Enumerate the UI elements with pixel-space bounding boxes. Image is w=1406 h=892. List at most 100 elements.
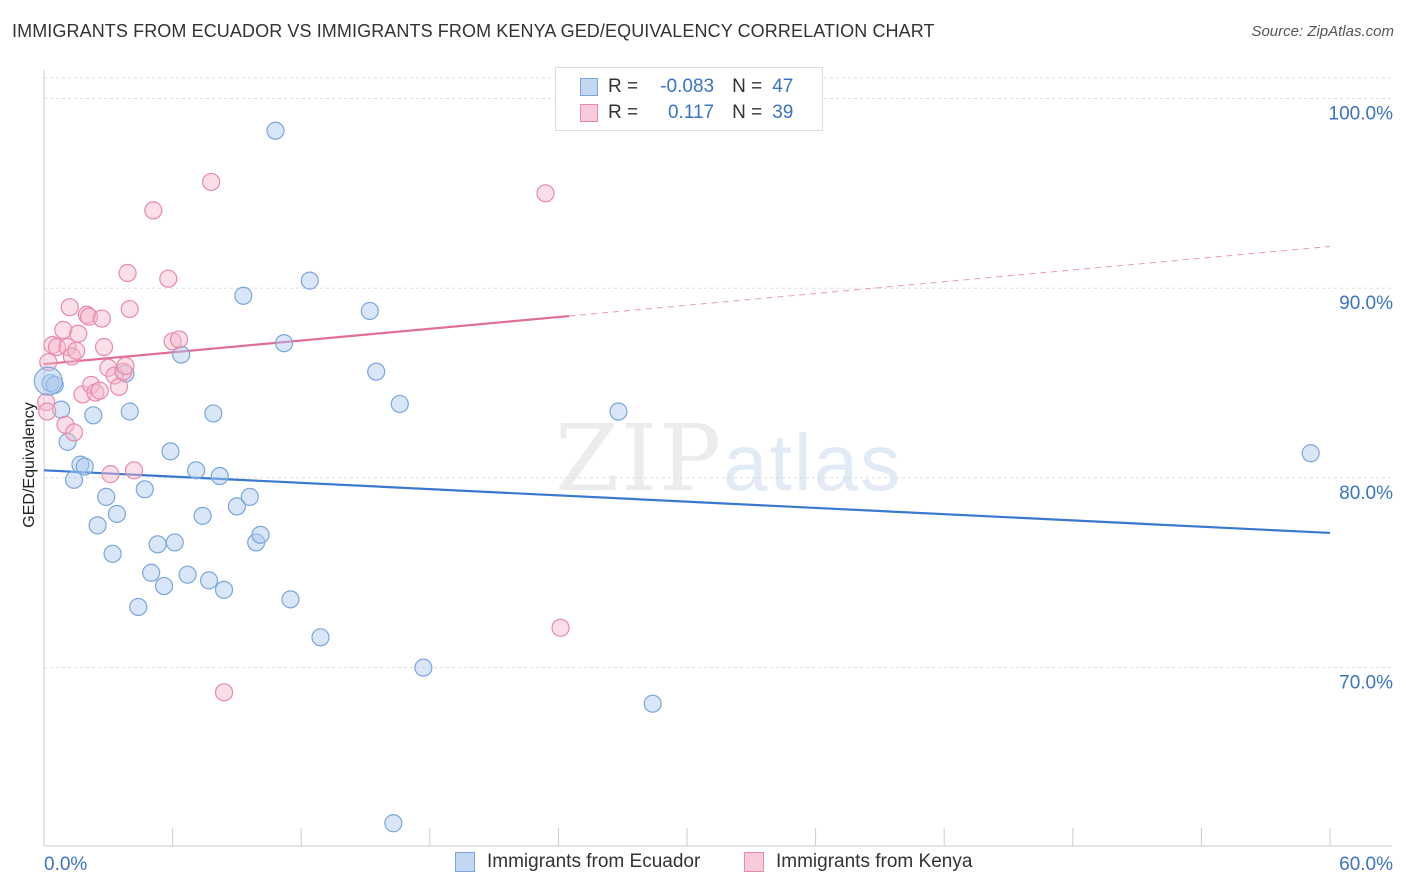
point-ecuador (251, 525, 270, 544)
point-ecuador (360, 301, 379, 321)
trend-line-kenya (43, 314, 570, 366)
point-kenya (163, 332, 182, 351)
legend-r-value-kenya: 0.117 (667, 102, 715, 123)
point-kenya (94, 337, 114, 357)
point-ecuador (75, 457, 94, 476)
series-swatch-ecuador (455, 852, 475, 872)
point-kenya (159, 269, 178, 288)
point-ecuador (390, 394, 409, 414)
point-kenya (67, 341, 86, 360)
series-label-kenya: Immigrants from Kenya (776, 851, 973, 872)
point-kenya (92, 309, 111, 328)
point-ecuador (129, 597, 148, 617)
point-ecuador (384, 814, 403, 833)
legend-row-kenya: R = 0.117 N = 39 (580, 101, 793, 125)
point-kenya (47, 337, 66, 357)
point-kenya (536, 184, 555, 203)
point-ecuador (120, 402, 139, 421)
legend-n-value-kenya: 39 (772, 102, 794, 123)
y-tick-label: 80.0% (1339, 483, 1393, 504)
point-ecuador (300, 271, 319, 290)
y-tick-labels: 70.0% 80.0% 90.0% 100.0% (1329, 103, 1394, 693)
point-kenya (214, 683, 234, 702)
point-kenya (69, 324, 88, 343)
series-label-ecuador: Immigrants from Ecuador (487, 851, 701, 872)
point-ecuador (107, 504, 126, 524)
point-ecuador (414, 658, 433, 677)
point-ecuador (84, 406, 103, 425)
point-ecuador (135, 480, 154, 499)
point-ecuador (172, 345, 191, 364)
stats-legend: R = -0.083 N = 47 R = 0.117 N = 39 (555, 67, 823, 131)
point-ecuador (64, 470, 84, 489)
point-kenya (202, 172, 221, 192)
series-legend-kenya[interactable]: Immigrants from Kenya (744, 851, 972, 873)
source-label: Source: ZipAtlas.com (1251, 23, 1394, 40)
point-ecuador (227, 497, 246, 516)
point-ecuador (240, 487, 259, 506)
point-ecuador (193, 506, 212, 525)
series-legend: Immigrants from Ecuador Immigrants from … (0, 851, 1406, 877)
legend-n-label: N = (732, 102, 763, 123)
point-kenya (64, 423, 84, 442)
point-kenya (54, 320, 73, 340)
point-ecuador-cluster (33, 366, 63, 396)
point-ecuador (609, 402, 628, 421)
point-ecuador (266, 121, 285, 140)
point-kenya (551, 618, 570, 637)
point-ecuador (187, 461, 206, 480)
legend-row-ecuador: R = -0.083 N = 47 (580, 75, 793, 99)
point-kenya (101, 465, 120, 484)
y-tick-label: 100.0% (1329, 103, 1394, 124)
legend-r-value-ecuador: -0.083 (660, 76, 715, 97)
point-ecuador (210, 466, 229, 486)
point-kenya (60, 298, 79, 317)
point-ecuador (234, 286, 253, 305)
y-tick-label: 90.0% (1339, 293, 1393, 314)
point-ecuador (311, 628, 330, 647)
axes (43, 70, 1392, 847)
trend-lines (43, 245, 1331, 535)
legend-r-label: R = (608, 102, 639, 123)
point-ecuador (274, 334, 294, 353)
point-kenya (38, 402, 57, 421)
point-ecuador (643, 694, 662, 713)
legend-n-value-ecuador: 47 (772, 76, 794, 97)
point-ecuador (214, 580, 234, 599)
watermark-zip: ZIP (555, 405, 724, 512)
point-kenya (58, 337, 77, 357)
point-ecuador (1301, 444, 1320, 463)
point-ecuador (367, 362, 386, 381)
point-ecuador (199, 571, 219, 590)
x-tick-label-min: 0.0% (44, 854, 87, 875)
point-ecuador (281, 590, 300, 609)
point-kenya (144, 201, 163, 220)
data-points (33, 89, 1320, 833)
point-ecuador (178, 565, 197, 584)
point-ecuador (204, 404, 223, 423)
point-ecuador (165, 533, 184, 552)
point-ecuador (154, 576, 174, 596)
point-ecuador (97, 487, 116, 506)
point-ecuador (88, 516, 107, 535)
point-kenya (90, 381, 109, 400)
legend-swatch-ecuador (580, 78, 598, 96)
point-kenya (124, 461, 144, 480)
point-ecuador (161, 442, 180, 461)
point-ecuador (142, 563, 161, 582)
point-kenya (116, 356, 135, 376)
series-swatch-kenya (744, 852, 764, 872)
legend-n-label: N = (732, 76, 763, 97)
series-legend-ecuador[interactable]: Immigrants from Ecuador (455, 851, 700, 873)
x-tick-label-max: 60.0% (1339, 854, 1393, 875)
watermark: ZIPatlas (555, 405, 902, 512)
point-kenya (118, 263, 137, 283)
point-kenya (109, 377, 129, 396)
point-kenya (169, 330, 189, 349)
point-kenya (120, 299, 139, 319)
y-tick-label: 70.0% (1339, 673, 1393, 694)
watermark-atlas: atlas (723, 418, 903, 507)
x-tick-labels: 0.0% 60.0% (44, 854, 1393, 875)
point-ecuador (103, 544, 122, 563)
